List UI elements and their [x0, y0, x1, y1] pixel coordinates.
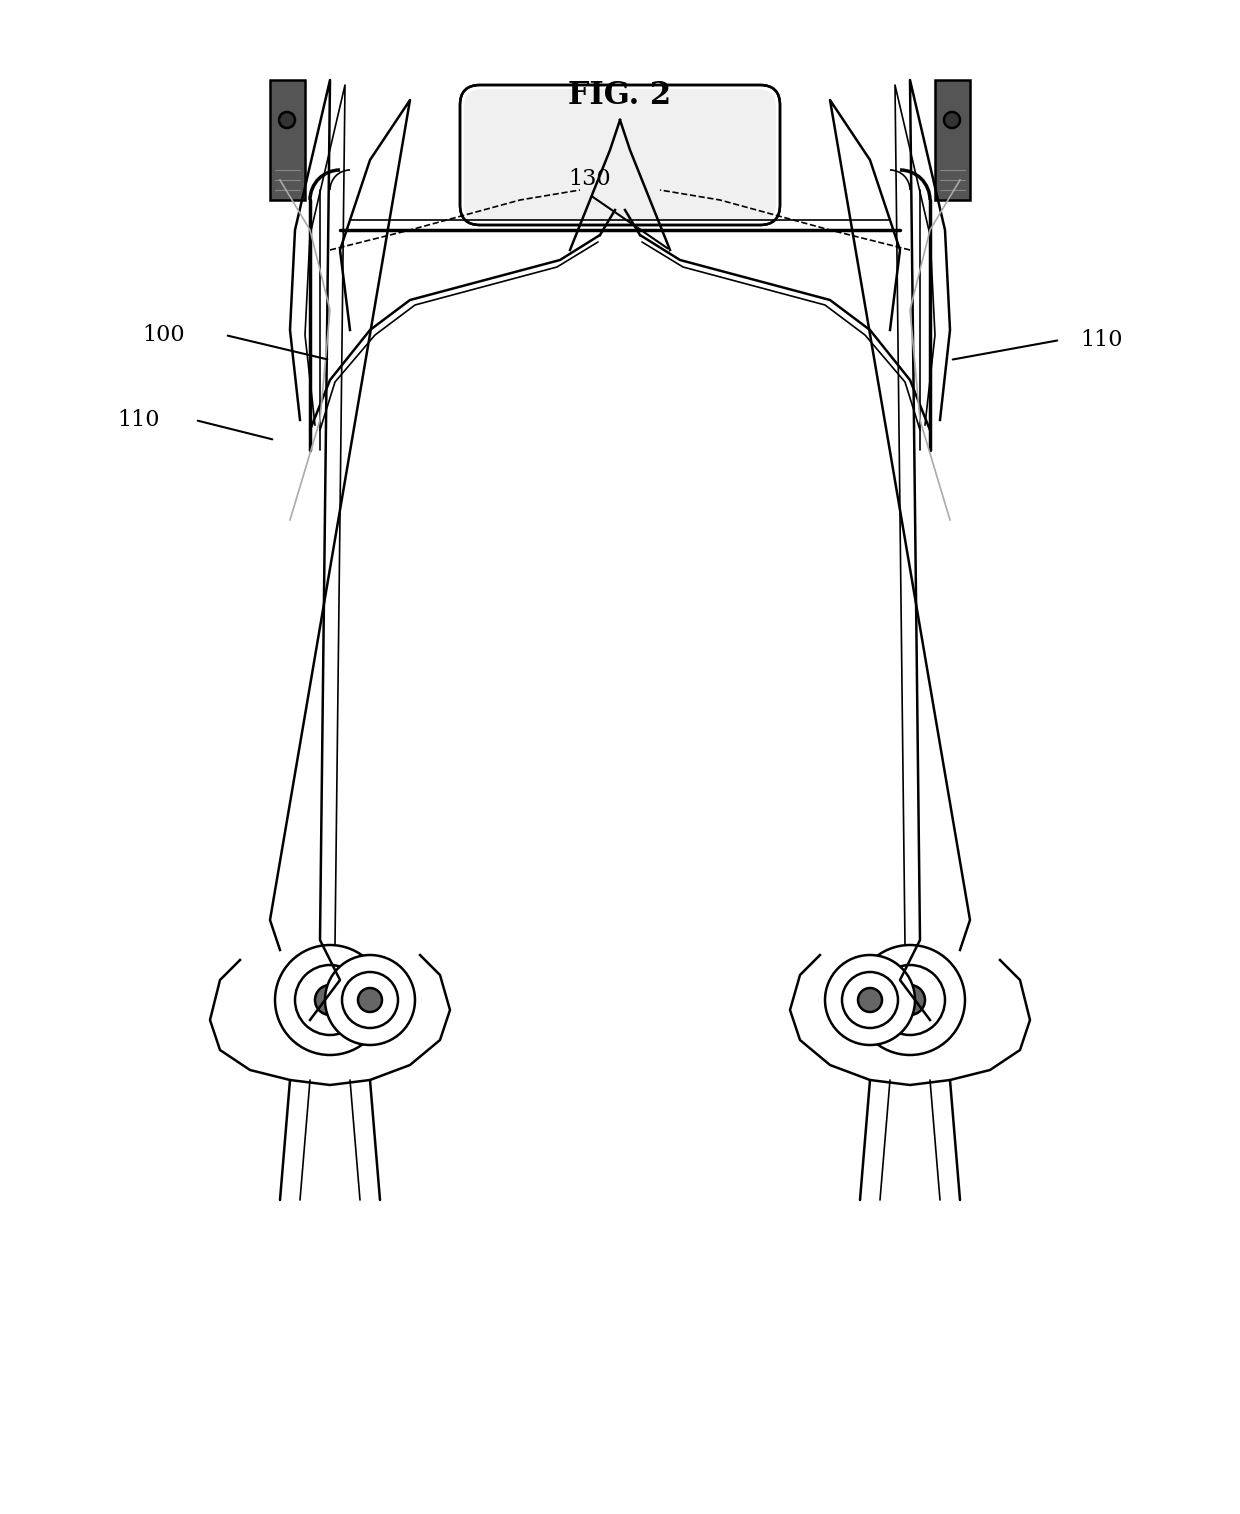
- Text: 100: 100: [143, 324, 185, 347]
- Circle shape: [315, 986, 345, 1014]
- Text: 110: 110: [1080, 329, 1122, 351]
- Circle shape: [875, 964, 945, 1036]
- Circle shape: [325, 955, 415, 1045]
- FancyBboxPatch shape: [464, 89, 776, 221]
- Circle shape: [895, 986, 925, 1014]
- Circle shape: [275, 945, 384, 1055]
- Circle shape: [842, 972, 898, 1028]
- Circle shape: [856, 945, 965, 1055]
- FancyBboxPatch shape: [460, 85, 780, 226]
- Circle shape: [295, 964, 365, 1036]
- Circle shape: [825, 955, 915, 1045]
- Circle shape: [342, 972, 398, 1028]
- Circle shape: [858, 989, 882, 1011]
- Text: FIG. 2: FIG. 2: [568, 80, 672, 111]
- Text: 130: 130: [569, 168, 611, 189]
- Circle shape: [358, 989, 382, 1011]
- Bar: [935, 80, 970, 200]
- Text: 110: 110: [118, 409, 160, 431]
- Circle shape: [944, 112, 960, 129]
- Bar: [270, 80, 305, 200]
- Circle shape: [279, 112, 295, 129]
